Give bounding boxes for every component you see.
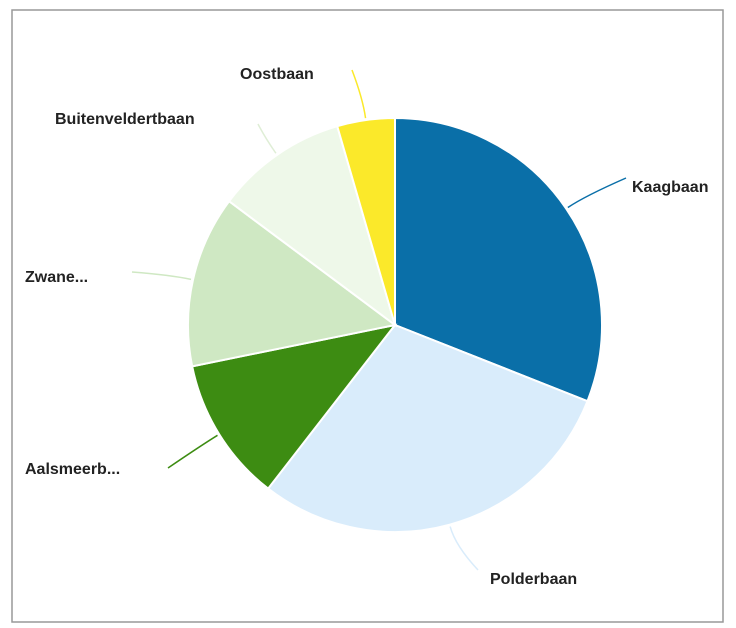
pie-slice xyxy=(336,116,396,326)
pie-slice xyxy=(187,199,398,368)
slice-label: Polderbaan xyxy=(490,571,577,588)
pie-slice xyxy=(394,116,603,403)
leader-line xyxy=(131,271,192,281)
slice-label: Kaagbaan xyxy=(632,179,708,196)
leader-line xyxy=(449,526,479,571)
leader-line xyxy=(351,69,367,119)
slice-label: Zwane... xyxy=(25,269,88,286)
slice-label: Aalsmeerb... xyxy=(25,461,120,478)
pie-slice xyxy=(227,124,397,328)
leader-line xyxy=(167,434,218,469)
pie-slice xyxy=(266,323,589,533)
slice-label: Oostbaan xyxy=(240,66,314,83)
leader-line xyxy=(257,123,277,154)
slice-label: Buitenveldertbaan xyxy=(55,111,195,128)
pie-slice xyxy=(190,323,398,490)
leader-line xyxy=(567,177,627,209)
